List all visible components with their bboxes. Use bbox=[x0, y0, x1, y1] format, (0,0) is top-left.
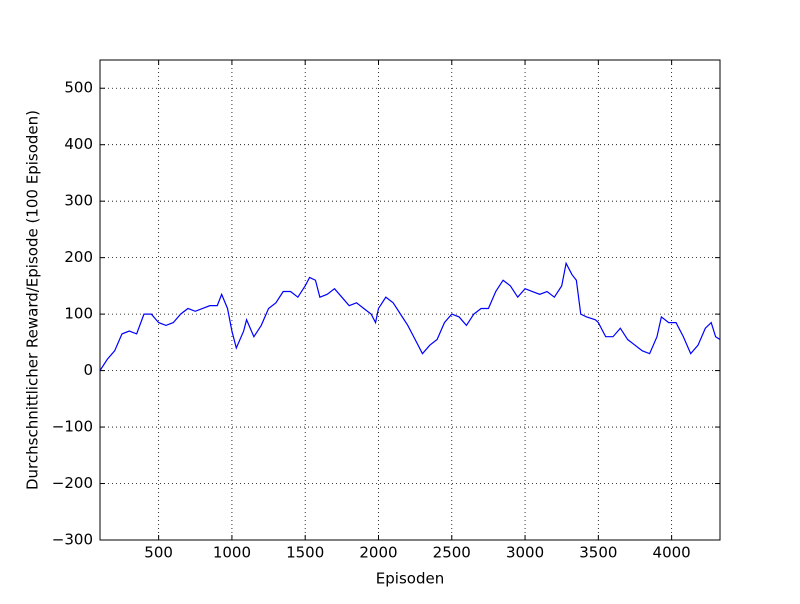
x-tick-label: 500 bbox=[144, 544, 173, 562]
x-tick-label: 4000 bbox=[653, 544, 691, 562]
y-tick-label: 400 bbox=[64, 135, 93, 153]
x-tick-label: 1500 bbox=[286, 544, 324, 562]
y-axis-label: Durchschnittlicher Reward/Episode (100 E… bbox=[24, 110, 42, 490]
x-tick-label: 1000 bbox=[213, 544, 251, 562]
data-line bbox=[99, 261, 721, 371]
y-tick-label: −100 bbox=[52, 418, 93, 436]
x-tick-label: 3500 bbox=[579, 544, 617, 562]
y-tick-label: 300 bbox=[64, 192, 93, 210]
x-axis-label: Episoden bbox=[376, 570, 444, 588]
x-tick-label: 2000 bbox=[359, 544, 397, 562]
y-tick-label: 0 bbox=[83, 361, 93, 379]
x-tick-label: 3000 bbox=[506, 544, 544, 562]
y-tick-label: 200 bbox=[64, 248, 93, 266]
x-tick-label: 2500 bbox=[433, 544, 471, 562]
y-tick-label: 100 bbox=[64, 305, 93, 323]
y-tick-label: 500 bbox=[64, 79, 93, 97]
y-tick-label: −200 bbox=[52, 474, 93, 492]
plot-frame bbox=[99, 59, 721, 541]
y-tick-label: −300 bbox=[52, 531, 93, 549]
